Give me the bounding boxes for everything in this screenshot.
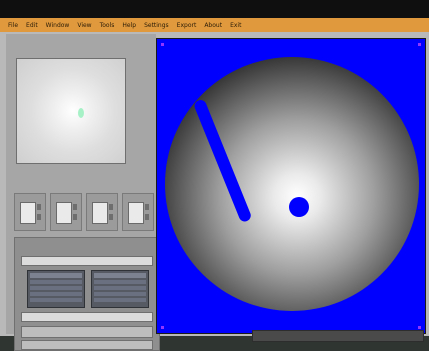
- menu-item-5[interactable]: Help: [122, 21, 137, 29]
- dial-needle[interactable]: [192, 98, 253, 224]
- menu-item-4[interactable]: Tools: [99, 21, 115, 29]
- panel-header: [8, 36, 154, 56]
- app-window: File Edit Window View Tools Help Setting…: [0, 18, 429, 351]
- control-1-face: [20, 202, 36, 224]
- control-4-slider-2: [145, 214, 149, 220]
- control-2-slider-2: [73, 214, 77, 220]
- control-3-slider-1: [109, 204, 113, 210]
- menubar: File Edit Window View Tools Help Setting…: [0, 18, 429, 32]
- right-listbox[interactable]: [91, 270, 149, 308]
- left-listbox-header: [30, 273, 82, 278]
- menu-item-0[interactable]: File: [8, 21, 19, 29]
- control-1[interactable]: [14, 193, 46, 231]
- control-3-slider-2: [109, 214, 113, 220]
- lower-field-1[interactable]: [21, 326, 153, 338]
- control-row: [14, 193, 154, 231]
- menu-item-2[interactable]: Window: [45, 21, 70, 29]
- menu-item-1[interactable]: Edit: [26, 21, 38, 29]
- left-listbox-row-4: [30, 298, 82, 302]
- top-strip: [0, 0, 429, 18]
- middle-field[interactable]: [21, 312, 153, 322]
- corner-marker-top-right: [418, 43, 421, 46]
- control-4-slider-1: [145, 204, 149, 210]
- left-panel: [6, 34, 160, 351]
- left-listbox-row-1: [30, 280, 82, 284]
- control-2-slider-1: [73, 204, 77, 210]
- status-bar: [252, 330, 424, 342]
- menu-item-6[interactable]: Settings: [144, 21, 169, 29]
- dial: [165, 57, 419, 311]
- right-listbox-row-1: [94, 280, 146, 284]
- left-listbox-row-2: [30, 286, 82, 290]
- corner-marker-bottom-left: [161, 326, 164, 329]
- menu-item-8[interactable]: About: [204, 21, 223, 29]
- menu-item-9[interactable]: Exit: [230, 21, 242, 29]
- corner-marker-top-left: [161, 43, 164, 46]
- right-listbox-row-3: [94, 292, 146, 296]
- right-listbox-row-2: [94, 286, 146, 290]
- left-listbox-row-3: [30, 292, 82, 296]
- control-1-slider-2: [37, 214, 41, 220]
- left-listbox[interactable]: [27, 270, 85, 308]
- dial-hub[interactable]: [289, 197, 309, 217]
- image-thumbnail[interactable]: [16, 58, 126, 164]
- highlight-dot: [78, 108, 84, 118]
- control-4[interactable]: [122, 193, 154, 231]
- control-2-face: [56, 202, 72, 224]
- menu-item-7[interactable]: Export: [176, 21, 197, 29]
- control-2[interactable]: [50, 193, 82, 231]
- viewer-canvas[interactable]: [156, 38, 426, 334]
- menu-item-3[interactable]: View: [77, 21, 92, 29]
- right-listbox-row-4: [94, 298, 146, 302]
- lower-field-2[interactable]: [21, 340, 153, 350]
- settings-section: [14, 237, 160, 351]
- control-3-face: [92, 202, 108, 224]
- top-field[interactable]: [21, 256, 153, 266]
- right-listbox-header: [94, 273, 146, 278]
- control-4-face: [128, 202, 144, 224]
- corner-marker-bottom-right: [418, 326, 421, 329]
- control-3[interactable]: [86, 193, 118, 231]
- control-1-slider-1: [37, 204, 41, 210]
